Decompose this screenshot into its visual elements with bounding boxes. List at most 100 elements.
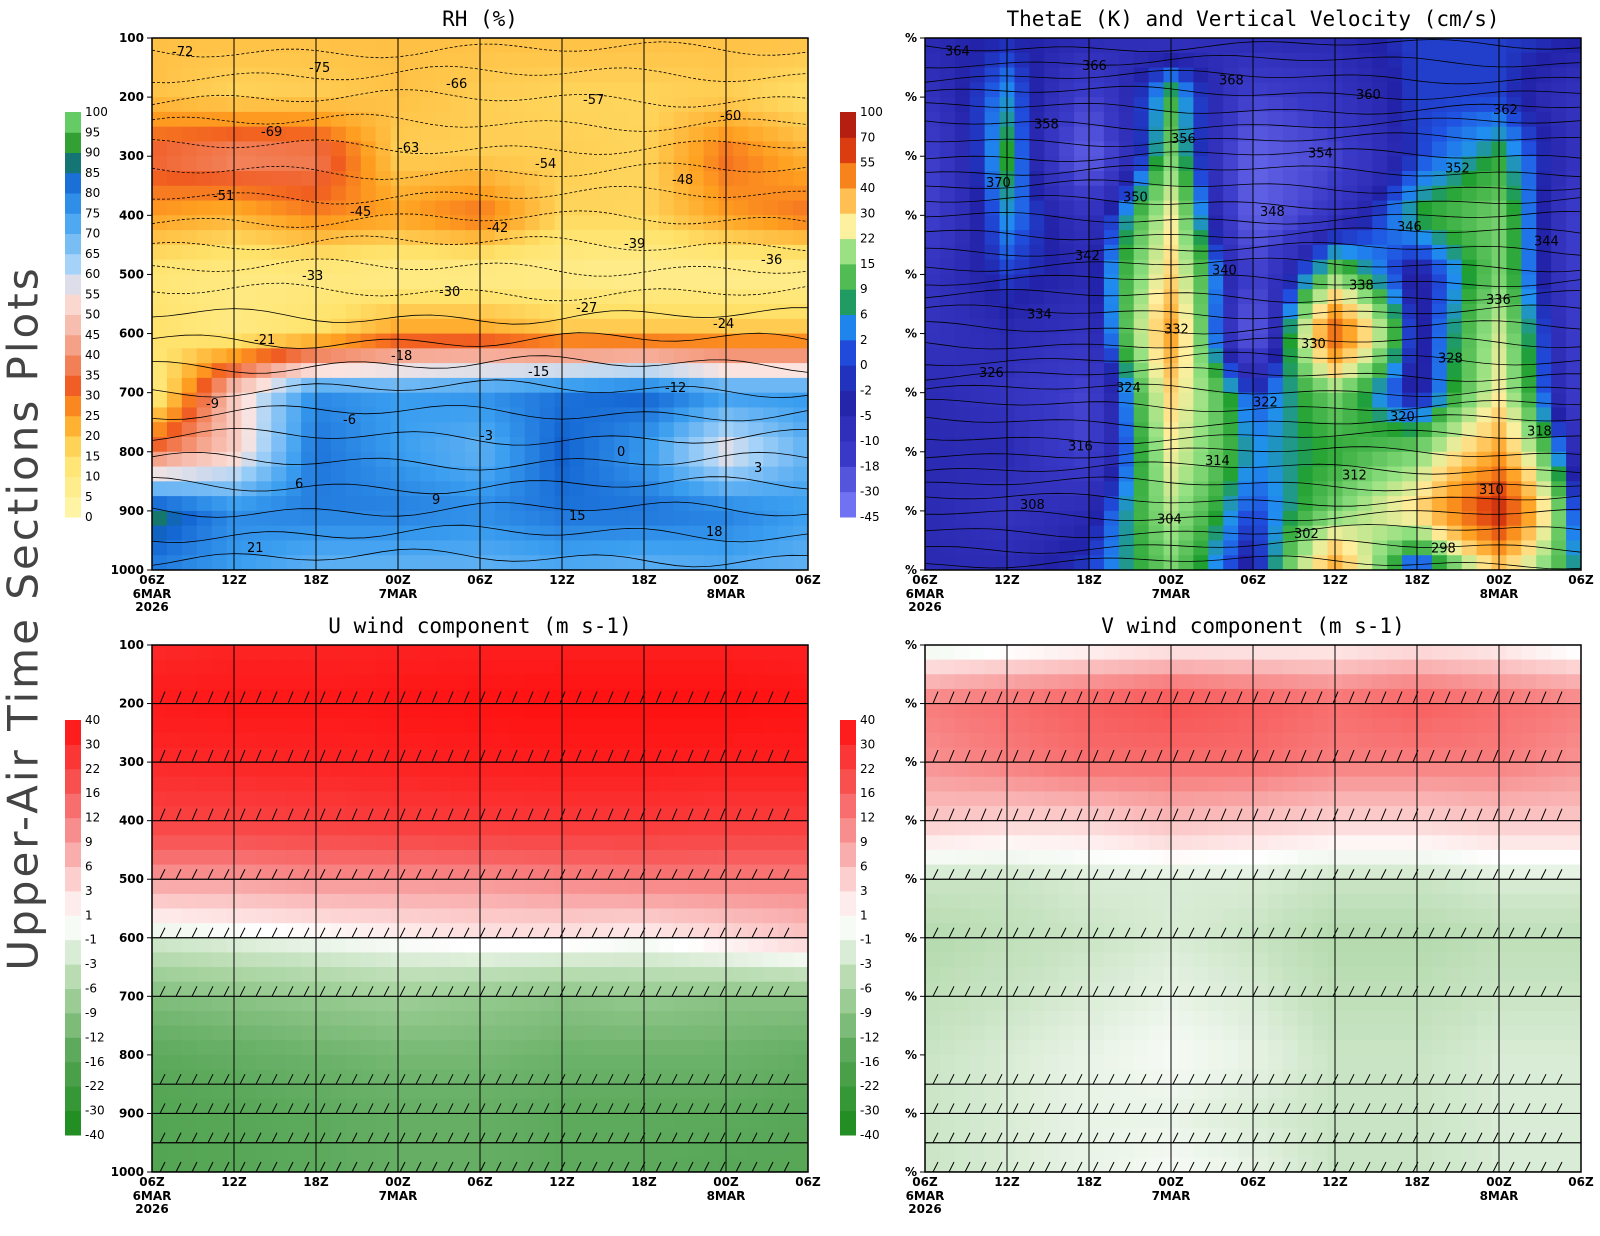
heatmap-cell — [1461, 318, 1478, 335]
pressure-tick-label: % — [905, 327, 917, 341]
heatmap-cell — [480, 659, 496, 675]
heatmap-cell — [748, 363, 764, 379]
heatmap-cell — [286, 908, 302, 924]
heatmap-cell — [1267, 230, 1284, 246]
heatmap-cell — [1133, 407, 1150, 423]
heatmap-cell — [984, 555, 1001, 570]
heatmap-cell — [1536, 422, 1552, 438]
heatmap-cell — [330, 879, 347, 895]
heatmap-cell — [360, 1113, 377, 1129]
heatmap-cell — [241, 437, 257, 453]
heatmap-cell — [509, 908, 526, 924]
heatmap-cell — [539, 952, 556, 968]
heatmap-cell — [1267, 244, 1284, 261]
heatmap-cell — [450, 348, 466, 364]
heatmap-cell — [569, 481, 585, 497]
heatmap-cell — [1402, 259, 1418, 276]
heatmap-cell — [1536, 318, 1552, 335]
heatmap-cell — [152, 1098, 168, 1115]
heatmap-cell — [450, 1069, 466, 1085]
heatmap-cell — [1118, 215, 1135, 231]
heatmap-cell — [494, 923, 511, 939]
heatmap-cell — [763, 496, 779, 512]
heatmap-cell — [778, 1040, 794, 1056]
heatmap-cell — [1566, 407, 1581, 423]
heatmap-cell — [286, 274, 302, 290]
heatmap-cell — [301, 230, 317, 246]
heatmap-cell — [241, 363, 257, 379]
heatmap-cell — [629, 555, 645, 570]
heatmap-cell — [465, 304, 481, 320]
heatmap-cell — [1208, 510, 1224, 527]
heatmap-cell — [1506, 481, 1522, 497]
heatmap-cell — [166, 496, 183, 512]
heatmap-cell — [420, 244, 436, 261]
heatmap-cell — [778, 348, 794, 364]
heatmap-cell — [629, 732, 645, 749]
heatmap-cell — [1417, 274, 1433, 290]
heatmap-cell — [1059, 510, 1075, 527]
heatmap-cell — [658, 1128, 675, 1144]
heatmap-cell — [271, 1054, 287, 1071]
heatmap-cell — [316, 893, 332, 910]
heatmap-cell — [405, 52, 421, 69]
heatmap-cell — [793, 893, 808, 910]
heatmap-cell — [569, 835, 585, 851]
heatmap-cell — [509, 244, 526, 261]
heatmap-cell — [733, 1025, 749, 1041]
heatmap-cell — [316, 333, 332, 349]
heatmap-cell — [1476, 481, 1493, 497]
heatmap-cell — [524, 244, 541, 261]
heatmap-cell — [1059, 363, 1075, 379]
heatmap-cell — [405, 185, 421, 202]
heatmap-cell — [316, 659, 332, 675]
heatmap-cell — [733, 820, 749, 836]
heatmap-cell — [435, 996, 451, 1012]
heatmap-cell — [1074, 141, 1090, 157]
heatmap-cell — [509, 97, 526, 113]
heatmap-cell — [1253, 525, 1269, 542]
heatmap-cell — [614, 849, 630, 866]
heatmap-cell — [420, 908, 436, 924]
heatmap-cell — [450, 659, 466, 675]
heatmap-cell — [181, 952, 198, 968]
heatmap-cell — [1536, 304, 1552, 320]
heatmap-cell — [405, 659, 421, 675]
heatmap-cell — [1178, 437, 1194, 453]
heatmap-cell — [1238, 141, 1254, 157]
heatmap-cell — [316, 776, 332, 792]
heatmap-cell — [1014, 244, 1030, 261]
heatmap-cell — [1103, 111, 1120, 128]
heatmap-cell — [1253, 496, 1269, 512]
heatmap-cell — [1342, 274, 1358, 290]
heatmap-cell — [1506, 67, 1522, 83]
heatmap-cell — [509, 392, 526, 409]
heatmap-cell — [524, 981, 541, 997]
heatmap-cell — [196, 923, 213, 939]
heatmap-cell — [1178, 525, 1194, 542]
heatmap-cell — [494, 540, 511, 556]
heatmap-cell — [375, 215, 392, 231]
heatmap-cell — [465, 97, 481, 113]
heatmap-cell — [1193, 185, 1209, 202]
heatmap-cell — [241, 392, 257, 409]
heatmap-cell — [256, 141, 272, 157]
colorbar-label: -2 — [860, 383, 872, 397]
heatmap-cell — [763, 776, 779, 792]
heatmap-cell — [1551, 510, 1567, 527]
heatmap-cell — [465, 377, 481, 394]
heatmap-cell — [1178, 185, 1194, 202]
heatmap-cell — [658, 908, 675, 924]
heatmap-cell — [330, 981, 347, 997]
heatmap-cell — [644, 1025, 660, 1041]
heatmap-cell — [480, 645, 496, 661]
heatmap-cell — [301, 864, 317, 880]
heatmap-cell — [1431, 318, 1448, 335]
heatmap-cell — [435, 52, 451, 69]
heatmap-cell — [256, 422, 272, 438]
heatmap-cell — [330, 908, 347, 924]
heatmap-cell — [688, 156, 705, 172]
heatmap-cell — [211, 230, 228, 246]
heatmap-cell — [166, 333, 183, 349]
